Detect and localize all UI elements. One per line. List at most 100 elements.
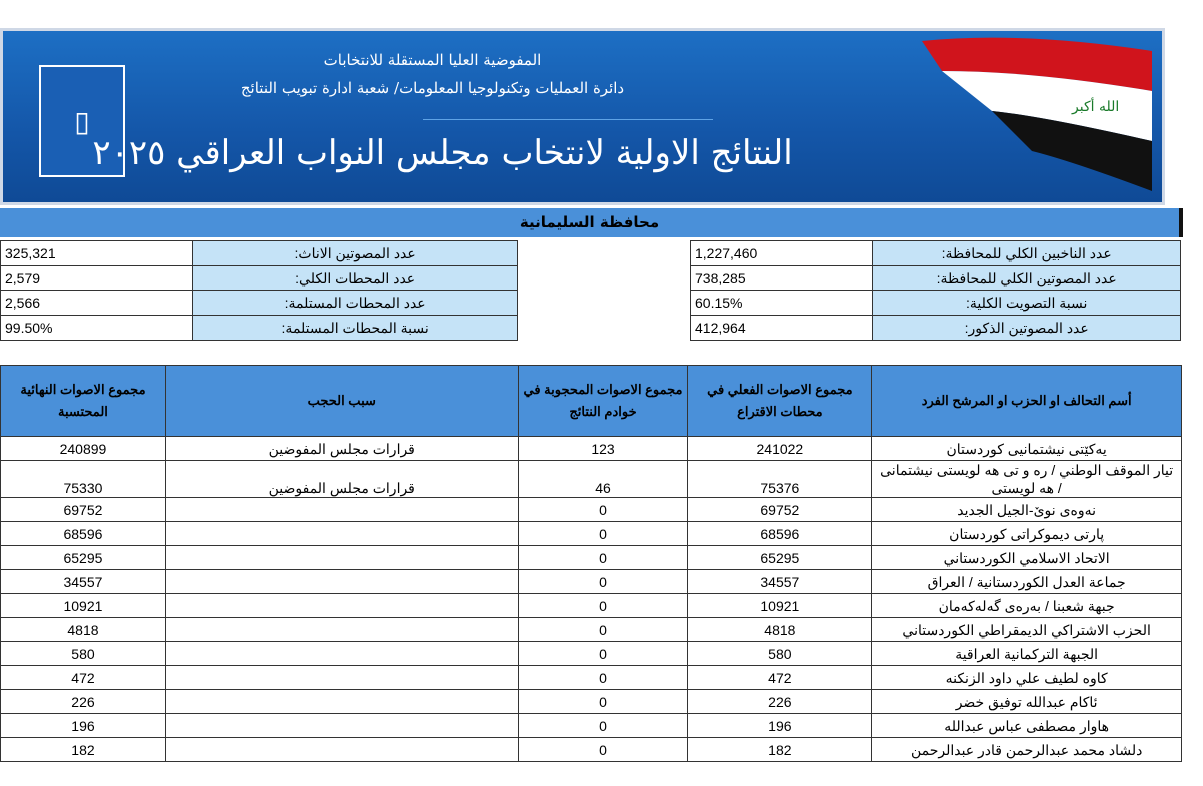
table-cell: 226 — [0, 689, 166, 714]
summary-value: 325,321 — [0, 240, 194, 266]
table-row: ئاكام عبدالله توفيق خضر 226 0 226 — [0, 689, 1182, 714]
table-row: الجبهة التركمانية العراقية 580 0 580 — [0, 641, 1182, 666]
page-title: النتائج الاولية لانتخاب مجلس النواب العر… — [92, 133, 793, 173]
table-cell — [164, 593, 519, 618]
table-cell: 196 — [0, 713, 166, 738]
column-header: مجموع الاصوات المحجوبة في خوادم النتائج — [517, 365, 689, 437]
table-cell: جماعة العدل الكوردستانية / العراق — [871, 569, 1182, 594]
column-header: مجموع الاصوات الفعلي في محطات الاقتراع — [687, 365, 873, 437]
table-cell — [164, 545, 519, 570]
table-cell: 226 — [687, 689, 873, 714]
table-cell: 68596 — [687, 521, 873, 546]
table-row: دلشاد محمد عبدالرحمن قادر عبدالرحمن 182 0 1… — [0, 737, 1182, 762]
summary-row: نسبة التصويت الكلية: 60.15% — [689, 290, 1181, 316]
table-cell: 0 — [517, 593, 689, 618]
table-cell: 65295 — [687, 545, 873, 570]
table-cell: پارتی دیموکراتی کوردستان — [871, 521, 1182, 546]
table-cell: 0 — [517, 713, 689, 738]
summary-label: عدد المحطات الكلي: — [192, 265, 518, 291]
table-cell: 0 — [517, 641, 689, 666]
table-cell: 0 — [517, 521, 689, 546]
table-cell: 182 — [687, 737, 873, 762]
table-cell: 46 — [517, 460, 689, 498]
summary-label: عدد الناخبين الكلي للمحافظة: — [872, 240, 1181, 266]
table-row: الحزب الاشتراكي الديمقراطي الكوردستاني 48… — [0, 617, 1182, 642]
table-cell — [164, 665, 519, 690]
table-cell: 4818 — [0, 617, 166, 642]
summary-label: عدد المصوتين الذكور: — [872, 315, 1181, 341]
summary-row: عدد المصوتين الكلي للمحافظة: 738,285 — [689, 265, 1181, 291]
table-cell: 68596 — [0, 521, 166, 546]
table-cell: دلشاد محمد عبدالرحمن قادر عبدالرحمن — [871, 737, 1182, 762]
table-cell — [164, 641, 519, 666]
table-row: كاوه لطيف علي داود الزنكنه 472 0 472 — [0, 665, 1182, 690]
table-row: پارتی دیموکراتی کوردستان 68596 0 68596 — [0, 521, 1182, 546]
column-header: أسم التحالف او الحزب او المرشح الفرد — [871, 365, 1182, 437]
table-cell: 75330 — [0, 460, 166, 498]
table-row: یەکێتی نیشتمانیی کوردستان 241022 123 قرارات… — [0, 436, 1182, 461]
table-cell: 123 — [517, 436, 689, 461]
table-cell: 10921 — [0, 593, 166, 618]
summary-left-table: عدد المصوتين الاناث: 325,321 عدد المحطات ا… — [0, 240, 518, 341]
table-cell: 34557 — [0, 569, 166, 594]
summary-row: نسبة المحطات المستلمة: 99.50% — [0, 315, 518, 341]
table-cell — [164, 737, 519, 762]
results-table: أسم التحالف او الحزب او المرشح الفرد مجمو… — [0, 365, 1182, 762]
summary-label: عدد المصوتين الاناث: — [192, 240, 518, 266]
summary-value: 2,579 — [0, 265, 194, 291]
table-row: جبهة شعبنا / بەرەی گەلەکەمان 10921 0 10921 — [0, 593, 1182, 618]
summary-value: 99.50% — [0, 315, 194, 341]
table-cell: نەوەی نوێ-الجيل الجديد — [871, 497, 1182, 522]
column-header: سبب الحجب — [164, 365, 519, 437]
summary-value: 60.15% — [689, 290, 874, 316]
table-cell: 65295 — [0, 545, 166, 570]
table-cell — [164, 521, 519, 546]
table-cell: 240899 — [0, 436, 166, 461]
table-row: تيار الموقف الوطني / ره و تى هه لويستى ن… — [0, 460, 1182, 498]
table-cell: هاوار مصطفى عباس عبدالله — [871, 713, 1182, 738]
table-cell: 0 — [517, 569, 689, 594]
table-row: جماعة العدل الكوردستانية / العراق 34557 0 3… — [0, 569, 1182, 594]
summary-right-table: عدد الناخبين الكلي للمحافظة: 1,227,460 عدد… — [689, 240, 1181, 341]
iraq-flag-icon: الله أكبر — [922, 37, 1152, 191]
table-cell: 0 — [517, 617, 689, 642]
table-cell — [164, 713, 519, 738]
table-cell: 0 — [517, 497, 689, 522]
table-cell: الجبهة التركمانية العراقية — [871, 641, 1182, 666]
table-cell: 472 — [687, 665, 873, 690]
table-cell: قرارات مجلس المفوضين — [164, 436, 519, 461]
table-cell — [164, 497, 519, 522]
summary-label: عدد المحطات المستلمة: — [192, 290, 518, 316]
table-cell: 472 — [0, 665, 166, 690]
table-cell: 0 — [517, 689, 689, 714]
table-cell — [164, 689, 519, 714]
table-cell: ئاكام عبدالله توفيق خضر — [871, 689, 1182, 714]
table-row: الاتحاد الاسلامي الكوردستاني 65295 0 65295 — [0, 545, 1182, 570]
table-cell: 580 — [0, 641, 166, 666]
column-header: مجموع الاصوات النهائية المحتسبة — [0, 365, 166, 437]
table-cell: 34557 — [687, 569, 873, 594]
table-cell — [164, 569, 519, 594]
commission-name: المفوضية العليا المستقلة للانتخابات — [323, 51, 542, 69]
summary-row: عدد المصوتين الاناث: 325,321 — [0, 240, 518, 266]
table-cell: 69752 — [0, 497, 166, 522]
table-cell: 69752 — [687, 497, 873, 522]
table-cell: تيار الموقف الوطني / ره و تى هه لويستى ن… — [871, 460, 1182, 498]
summary-value: 1,227,460 — [689, 240, 874, 266]
table-cell: قرارات مجلس المفوضين — [164, 460, 519, 498]
table-cell: 580 — [687, 641, 873, 666]
header-banner: ▯ المفوضية العليا المستقلة للانتخابات دا… — [0, 28, 1165, 205]
table-cell: الاتحاد الاسلامي الكوردستاني — [871, 545, 1182, 570]
table-cell: كاوه لطيف علي داود الزنكنه — [871, 665, 1182, 690]
table-cell: 4818 — [687, 617, 873, 642]
summary-value: 412,964 — [689, 315, 874, 341]
summary-row: عدد المحطات الكلي: 2,579 — [0, 265, 518, 291]
table-cell: 0 — [517, 545, 689, 570]
summary-label: نسبة المحطات المستلمة: — [192, 315, 518, 341]
table-row: هاوار مصطفى عباس عبدالله 196 0 196 — [0, 713, 1182, 738]
summary-row: عدد المحطات المستلمة: 2,566 — [0, 290, 518, 316]
table-cell: الحزب الاشتراكي الديمقراطي الكوردستاني — [871, 617, 1182, 642]
department-name: دائرة العمليات وتكنولوجيا المعلومات/ شعب… — [240, 79, 625, 97]
summary-value: 738,285 — [689, 265, 874, 291]
table-row: نەوەی نوێ-الجيل الجديد 69752 0 69752 — [0, 497, 1182, 522]
